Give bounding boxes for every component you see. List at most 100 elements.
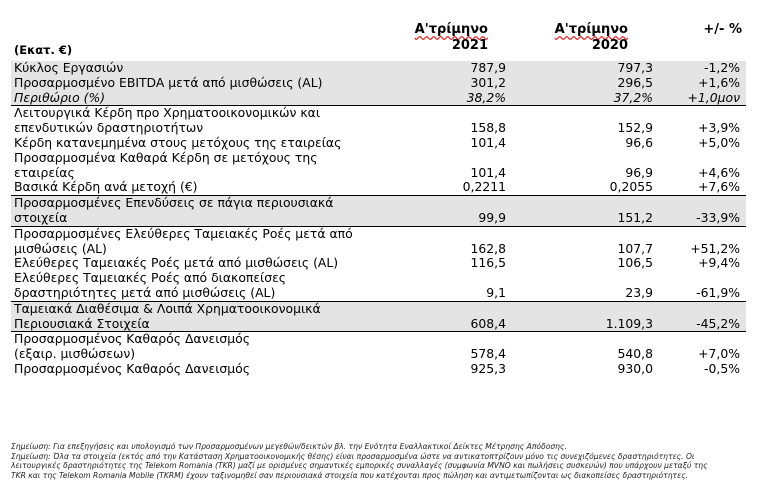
value-q1-2020: 37,2% <box>510 90 659 106</box>
value-q1-2020 <box>510 331 659 348</box>
table-row: επενδυτικών δραστηριοτήτων 158,8 152,9 +3,9… <box>11 120 746 136</box>
value-q1-2021: 9,1 <box>486 284 506 300</box>
value-change: -1,2% <box>659 60 746 76</box>
row-label: (εξαιρ. μισθώσεων) <box>14 346 136 362</box>
footnotes: Σημείωση: Για επεξηγήσεις και υπολογισμό… <box>11 442 761 480</box>
value-q1-2021: 925,3 <box>470 360 506 376</box>
column-header-q1-2021: Α'τρίμηνο 2021 <box>414 22 488 53</box>
row-label: Ελεύθερες Ταμειακές Ροές από διακοπείσες <box>14 270 287 286</box>
footnote-line: λειτουργικές δραστηριότητες της Telekom … <box>11 461 708 471</box>
value-q1-2020: 96,6 <box>625 134 653 150</box>
table-row: εταιρείας 101,4 96,9 +4,6% <box>11 164 746 181</box>
row-label: επενδυτικών δραστηριοτήτων <box>14 120 204 136</box>
table-row: Προσαρμοσμένος Καθαρός Δανεισμός 925,3 930… <box>11 360 746 377</box>
row-label: Προσαρμοσμένος Καθαρός Δανεισμός <box>14 360 251 376</box>
row-label: Προσαρμοσμένες Επενδύσεις σε πάγια περιο… <box>11 195 408 211</box>
value-q1-2021: 101,4 <box>470 134 506 150</box>
table-row: μισθώσεις (AL) 162,8 107,7 +51,2% <box>11 240 746 257</box>
financial-table: Κύκλος Εργασιών 787,9 797,3 -1,2% Προσαρμοσμ… <box>11 60 746 377</box>
value-q1-2020: 0,2055 <box>609 179 653 195</box>
value-q1-2021: 0,2211 <box>462 179 506 195</box>
row-label: στοιχεία <box>11 210 408 227</box>
value-q1-2021: 787,9 <box>408 60 510 76</box>
value-q1-2021: 116,5 <box>470 255 506 271</box>
value-change <box>659 195 746 211</box>
value-q1-2020: 1.109,3 <box>510 316 659 332</box>
table-row: Προσαρμοσμένες Επενδύσεις σε πάγια περιο… <box>11 195 746 211</box>
value-q1-2021: 162,8 <box>470 240 506 256</box>
row-label: εταιρείας <box>14 164 75 180</box>
row-label: Προσαρμοσμένος Καθαρός Δανεισμός <box>11 331 408 348</box>
footnote-line: Σημείωση: Για επεξηγήσεις και υπολογισμό… <box>11 442 567 451</box>
value-q1-2021 <box>408 271 510 286</box>
footnote-line: Σημείωση: Όλα τα στοιχεία (εκτός από την… <box>11 451 695 461</box>
row-label: Προσαρμοσμένες Ελεύθερες Ταμειακές Ροές … <box>11 225 408 242</box>
row-label: Ταμειακά Διαθέσιμα & Λοιπά Χρηματοοικονο… <box>11 300 408 317</box>
value-change: -33,9% <box>659 210 746 227</box>
table-row: Προσαρμοσμένα Καθαρά Κέρδη σε μετόχους τ… <box>11 149 746 166</box>
value-q1-2020: 23,9 <box>625 284 653 300</box>
value-q1-2020: 96,9 <box>625 164 653 180</box>
value-q1-2021: 99,9 <box>408 210 510 227</box>
value-q1-2021 <box>408 105 510 122</box>
value-q1-2020 <box>510 271 659 286</box>
row-label: Περιουσιακά Στοιχεία <box>11 316 408 332</box>
value-q1-2020: 106,5 <box>617 255 653 271</box>
value-q1-2021: 578,4 <box>470 346 506 362</box>
value-q1-2020: 797,3 <box>510 60 659 76</box>
value-q1-2021 <box>408 195 510 211</box>
value-q1-2021 <box>408 151 510 166</box>
value-change: -61,9% <box>696 284 740 300</box>
value-change <box>659 271 746 286</box>
table-row: Ελεύθερες Ταμειακές Ροές μετά από μισθώσ… <box>11 256 746 271</box>
value-q1-2020: 152,9 <box>617 120 653 136</box>
row-label: Βασικά Κέρδη ανά μετοχή (€) <box>14 179 198 195</box>
value-q1-2020: 930,0 <box>617 360 653 376</box>
value-q1-2020 <box>510 195 659 211</box>
table-row: Λειτουργικά Κέρδη προ Χρηματοοικονομικών… <box>11 105 746 122</box>
value-change: +7,6% <box>698 179 740 195</box>
value-q1-2021: 608,4 <box>408 316 510 332</box>
table-row: Περιουσιακά Στοιχεία 608,4 1.109,3 -45,2% <box>11 316 746 332</box>
footnote-line: TKR και της Telekom Romania Mobile (TKRM… <box>11 470 689 480</box>
table-row: Κύκλος Εργασιών 787,9 797,3 -1,2% <box>11 60 746 76</box>
value-q1-2021 <box>408 331 510 348</box>
value-change: +51,2% <box>690 240 740 256</box>
value-q1-2020: 296,5 <box>510 75 659 91</box>
column-header-change: +/- % <box>703 22 742 37</box>
value-q1-2021: 301,2 <box>408 75 510 91</box>
value-q1-2020: 151,2 <box>510 210 659 227</box>
table-row: Ταμειακά Διαθέσιμα & Λοιπά Χρηματοοικονο… <box>11 300 746 317</box>
value-q1-2021: 38,2% <box>408 90 510 106</box>
table-row: Βασικά Κέρδη ανά μετοχή (€) 0,2211 0,2055 +… <box>11 179 746 195</box>
value-change: +1,0μον <box>659 90 746 106</box>
value-q1-2020: 107,7 <box>617 240 653 256</box>
table-row: Κέρδη κατανεμημένα στους μετόχους της ετ… <box>11 134 746 151</box>
table-row: (εξαιρ. μισθώσεων) 578,4 540,8 +7,0% <box>11 346 746 362</box>
value-change: -0,5% <box>704 360 740 376</box>
table-row: Προσαρμοσμένος Καθαρός Δανεισμός <box>11 331 746 348</box>
row-label: μισθώσεις (AL) <box>14 240 107 256</box>
value-change: -45,2% <box>659 316 746 332</box>
column-header-q1-2020: Α'τρίμηνο 2020 <box>554 22 628 53</box>
value-q1-2021: 101,4 <box>470 164 506 180</box>
table-row: Περιθώριο (%) 38,2% 37,2% +1,0μον <box>11 90 746 106</box>
value-change: +1,6% <box>659 75 746 91</box>
value-q1-2021 <box>408 300 510 317</box>
value-change: +3,9% <box>698 120 740 136</box>
row-label: Κέρδη κατανεμημένα στους μετόχους της ετ… <box>14 134 342 150</box>
table-row: Ελεύθερες Ταμειακές Ροές από διακοπείσες <box>11 270 746 286</box>
value-change <box>659 331 746 348</box>
row-label: Ελεύθερες Ταμειακές Ροές μετά από μισθώσ… <box>14 255 339 271</box>
value-change: +4,6% <box>698 164 740 180</box>
value-q1-2020 <box>510 225 659 242</box>
table-row: Προσαρμοσμένες Ελεύθερες Ταμειακές Ροές … <box>11 225 746 242</box>
row-label: Προσαρμοσμένα Καθαρά Κέρδη σε μετόχους τ… <box>14 149 318 165</box>
unit-label: (Εκατ. €) <box>14 43 73 57</box>
value-change <box>659 225 746 242</box>
value-q1-2020: 540,8 <box>617 346 653 362</box>
value-q1-2021: 158,8 <box>470 120 506 136</box>
value-change <box>659 105 746 122</box>
row-label: Προσαρμοσμένο EBITDA μετά από μισθώσεις … <box>11 75 408 91</box>
